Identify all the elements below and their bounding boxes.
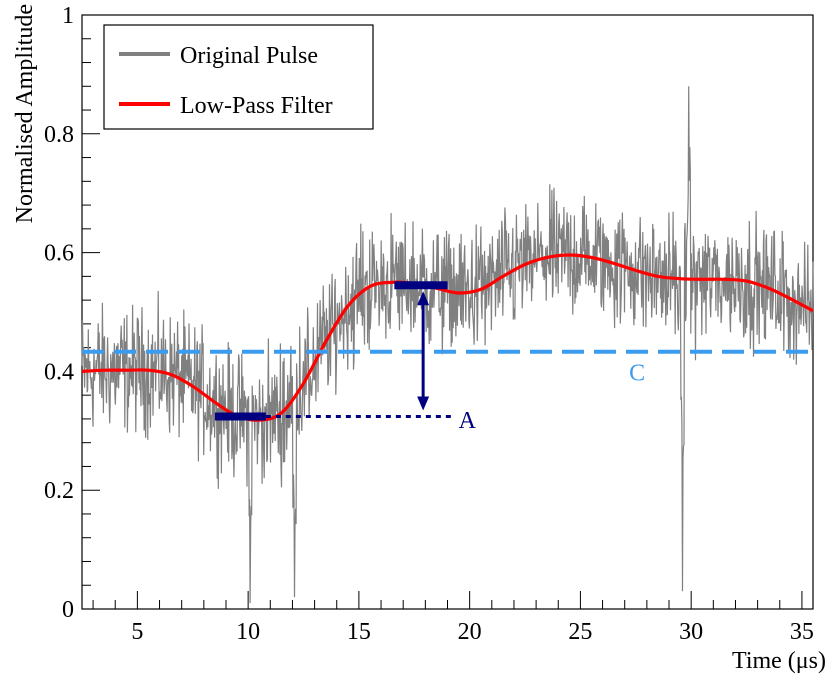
- y-axis-title: Normalised Amplitude: [12, 4, 38, 223]
- traces: [81, 86, 814, 604]
- annotations: C A: [82, 281, 813, 434]
- series-line-low-pass-filter: [81, 253, 814, 422]
- x-axis-title: Time (μs): [732, 648, 826, 674]
- legend: Original Pulse Low-Pass Filter: [103, 24, 374, 130]
- amplitude-arrow-head-top: [417, 291, 430, 306]
- y-tick-label: 0.8: [44, 122, 74, 148]
- amplitude-a-label: A: [459, 408, 477, 434]
- amplitude-arrow-head-bottom: [417, 396, 430, 411]
- x-tick-label: 25: [568, 619, 592, 645]
- x-tick-label: 30: [679, 619, 703, 645]
- y-tick-label: 0.4: [44, 359, 74, 385]
- x-tick-label: 35: [790, 619, 814, 645]
- y-tick-label: 0.6: [44, 241, 74, 267]
- x-tick-label: 20: [458, 619, 482, 645]
- x-tick-label: 10: [236, 619, 260, 645]
- series-line-original-pulse: [81, 86, 814, 604]
- x-tick-label: 15: [347, 619, 371, 645]
- y-tick-label: 0: [62, 597, 74, 623]
- axis-ticks: [82, 14, 803, 610]
- baseline-c-label: C: [629, 360, 645, 386]
- y-tick-label: 0.2: [44, 478, 74, 504]
- legend-entry-low-pass-filter: Low-Pass Filter: [180, 93, 333, 119]
- y-tick-label: 1: [62, 3, 74, 29]
- axis-tick-labels: 5 10 15 20 25 30 35 0 0.2 0.4 0.6 0.8 1: [44, 3, 814, 645]
- legend-box: [103, 24, 374, 130]
- x-tick-label: 5: [131, 619, 143, 645]
- legend-entry-original-pulse: Original Pulse: [180, 43, 318, 69]
